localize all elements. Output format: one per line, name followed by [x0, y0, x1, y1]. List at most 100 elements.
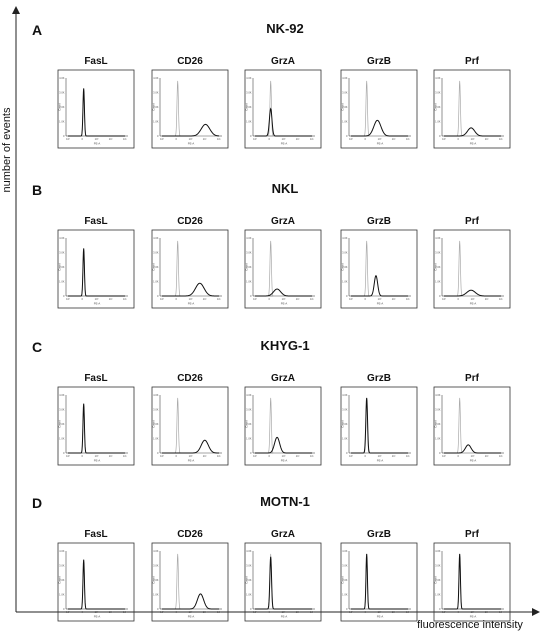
control-histogram	[351, 80, 409, 137]
marker-label: FasL	[84, 373, 107, 384]
x-tick-label: 10⁴	[485, 610, 489, 614]
y-tick-label: 0	[346, 294, 348, 298]
y-tick-label: 0	[346, 607, 348, 611]
x-param-label: PE-A	[188, 302, 195, 306]
y-tick-label: 1.0K	[153, 120, 159, 124]
y-tick-label: 3.0K	[59, 564, 65, 568]
sample-histogram	[162, 123, 220, 137]
marker-label: Prf	[465, 529, 480, 540]
x-tick-label: 10⁴	[296, 137, 300, 141]
sample-histogram	[444, 289, 502, 297]
y-param-label: Count	[341, 263, 345, 271]
x-tick-label: 10⁵	[499, 610, 503, 614]
y-tick-label: 3.0K	[246, 564, 252, 568]
plot-frame	[151, 542, 229, 622]
y-tick-label: 4.0K	[153, 549, 159, 553]
y-tick-label: 4.0K	[435, 236, 441, 240]
x-tick-label: 10⁴	[203, 454, 207, 458]
x-tick-label: 0	[365, 297, 367, 301]
plot-frame	[57, 69, 135, 149]
y-tick-label: 1.0K	[435, 593, 441, 597]
x-param-label: PE-A	[470, 615, 477, 619]
x-tick-label: 10⁵	[310, 137, 314, 141]
x-param-label: PE-A	[188, 615, 195, 619]
y-tick-label: 0	[439, 607, 441, 611]
x-tick-label: 10³	[442, 610, 446, 614]
y-tick-label: 1.0K	[342, 120, 348, 124]
x-tick-label: 10³	[378, 297, 382, 301]
y-tick-label: 3.0K	[246, 408, 252, 412]
x-param-label: PE-A	[188, 142, 195, 146]
y-tick-label: 3.0K	[342, 408, 348, 412]
x-tick-label: 10⁴	[203, 137, 207, 141]
sample-histogram	[162, 593, 220, 610]
x-tick-label: 10³	[442, 297, 446, 301]
y-tick-label: 2.0K	[59, 105, 65, 109]
panel-letter: C	[32, 339, 42, 355]
y-tick-label: 3.0K	[153, 564, 159, 568]
x-tick-label: 10⁵	[310, 297, 314, 301]
panel-title: NK-92	[266, 21, 304, 36]
x-tick-label: 10⁵	[406, 297, 410, 301]
plot-frame	[433, 69, 511, 149]
x-tick-label: 10³	[471, 137, 475, 141]
x-tick-label: 10³	[66, 297, 70, 301]
sample-histogram	[68, 403, 126, 454]
control-histogram	[162, 240, 220, 297]
y-tick-label: 2.0K	[246, 422, 252, 426]
y-tick-label: 3.0K	[59, 251, 65, 255]
y-axis-title: number of events	[1, 107, 13, 192]
x-tick-label: 10⁵	[217, 297, 221, 301]
x-tick-label: 10³	[95, 297, 99, 301]
y-tick-label: 4.0K	[246, 393, 252, 397]
x-tick-label: 0	[82, 137, 84, 141]
x-tick-label: 10⁵	[123, 610, 127, 614]
y-tick-label: 1.0K	[246, 437, 252, 441]
x-tick-label: 10³	[95, 137, 99, 141]
y-param-label: Count	[245, 263, 249, 271]
y-tick-label: 2.0K	[246, 265, 252, 269]
y-param-label: Count	[341, 103, 345, 111]
panel-title: NKL	[272, 181, 299, 196]
x-tick-label: 10⁴	[109, 297, 113, 301]
sample-histogram	[444, 444, 502, 454]
x-tick-label: 10³	[66, 137, 70, 141]
x-tick-label: 10⁵	[499, 137, 503, 141]
plot-frame	[57, 386, 135, 466]
y-tick-label: 2.0K	[435, 422, 441, 426]
x-tick-label: 10⁵	[217, 610, 221, 614]
marker-label: CD26	[177, 56, 203, 67]
y-param-label: Count	[152, 576, 156, 584]
x-axis-title: fluorescence intensity	[417, 619, 523, 631]
marker-label: FasL	[84, 216, 107, 227]
x-tick-label: 0	[269, 297, 271, 301]
x-param-label: PE-A	[281, 302, 288, 306]
y-param-label: Count	[152, 263, 156, 271]
x-tick-label: 10⁴	[109, 137, 113, 141]
y-tick-label: 2.0K	[435, 265, 441, 269]
y-tick-label: 3.0K	[435, 564, 441, 568]
panel-letter: B	[32, 182, 42, 198]
y-tick-label: 2.0K	[435, 578, 441, 582]
y-tick-label: 0	[346, 134, 348, 138]
marker-label: GrzB	[367, 216, 391, 227]
plot-frame	[151, 229, 229, 309]
plot-frame	[244, 542, 322, 622]
sample-histogram	[68, 248, 126, 297]
x-param-label: PE-A	[94, 142, 101, 146]
marker-label: CD26	[177, 216, 203, 227]
y-tick-label: 2.0K	[342, 422, 348, 426]
control-histogram	[255, 80, 313, 137]
x-tick-label: 0	[176, 297, 178, 301]
y-tick-label: 2.0K	[59, 422, 65, 426]
y-tick-label: 1.0K	[153, 280, 159, 284]
plot-frame	[151, 386, 229, 466]
